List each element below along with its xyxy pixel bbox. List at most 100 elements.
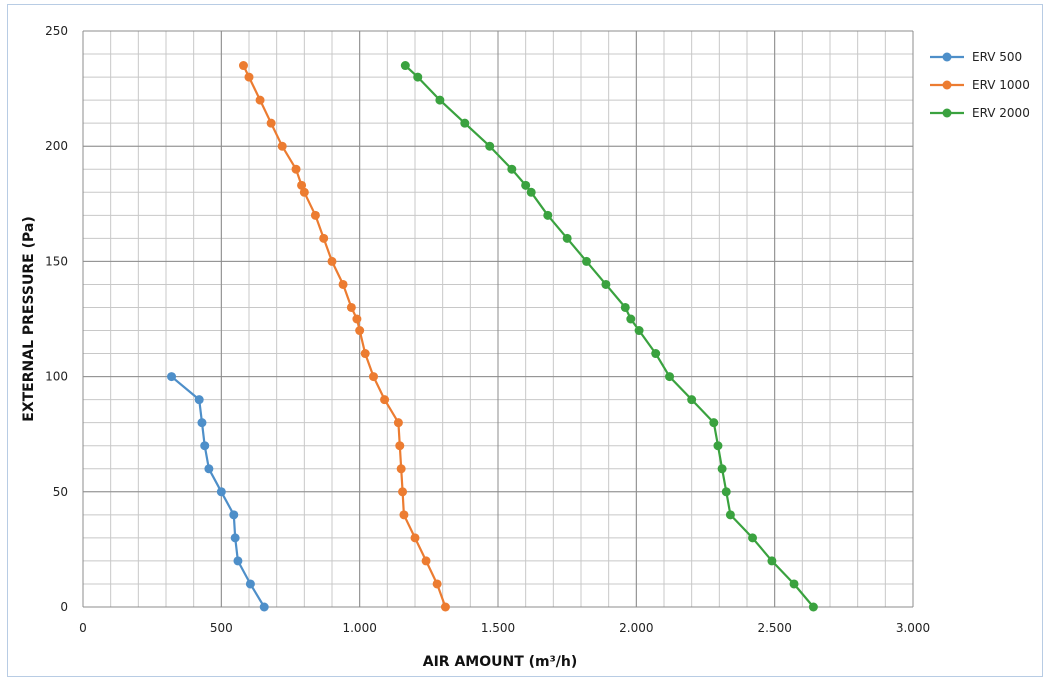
data-point-erv-2000 bbox=[526, 187, 536, 197]
data-point-erv-1000 bbox=[319, 233, 329, 243]
x-tick-label: 1.500 bbox=[481, 621, 515, 635]
data-point-erv-2000 bbox=[485, 141, 495, 151]
data-point-erv-500 bbox=[229, 510, 239, 520]
data-point-erv-2000 bbox=[435, 95, 445, 105]
y-tick-label: 0 bbox=[60, 600, 68, 614]
data-point-erv-1000 bbox=[396, 464, 406, 474]
x-tick-label: 1.000 bbox=[342, 621, 376, 635]
data-point-erv-1000 bbox=[297, 180, 307, 190]
data-point-erv-1000 bbox=[369, 372, 378, 382]
x-tick-label: 2.000 bbox=[619, 621, 653, 635]
data-point-erv-1000 bbox=[244, 72, 254, 82]
data-point-erv-2000 bbox=[717, 464, 727, 474]
data-point-erv-2000 bbox=[725, 510, 735, 520]
data-point-erv-1000 bbox=[291, 164, 301, 174]
data-point-erv-2000 bbox=[626, 314, 636, 324]
data-point-erv-2000 bbox=[400, 61, 410, 71]
data-point-erv-1000 bbox=[410, 533, 420, 543]
data-point-erv-1000 bbox=[395, 441, 405, 451]
data-point-erv-1000 bbox=[327, 256, 337, 266]
data-point-erv-1000 bbox=[360, 349, 370, 359]
data-point-erv-500 bbox=[245, 579, 255, 589]
data-point-erv-2000 bbox=[808, 602, 818, 612]
x-axis-title: AIR AMOUNT (m³/h) bbox=[423, 654, 577, 670]
legend-label: ERV 1000 bbox=[972, 78, 1030, 92]
series-layer bbox=[167, 61, 818, 612]
data-point-erv-1000 bbox=[380, 395, 390, 405]
data-point-erv-2000 bbox=[507, 164, 517, 174]
y-tick-label: 100 bbox=[45, 370, 68, 384]
data-point-erv-1000 bbox=[277, 141, 287, 151]
legend-label: ERV 500 bbox=[972, 50, 1022, 64]
legend-item-erv-500: ERV 500 bbox=[930, 50, 1022, 64]
data-point-erv-1000 bbox=[399, 510, 409, 520]
data-point-erv-1000 bbox=[346, 302, 356, 312]
y-tick-label: 250 bbox=[45, 24, 68, 38]
legend-swatch-marker bbox=[942, 108, 952, 118]
data-point-erv-2000 bbox=[601, 279, 611, 289]
legend-item-erv-1000: ERV 1000 bbox=[930, 78, 1030, 92]
y-tick-label: 150 bbox=[45, 254, 68, 268]
series-erv-1000 bbox=[238, 61, 450, 612]
data-point-erv-1000 bbox=[299, 187, 309, 197]
data-point-erv-2000 bbox=[665, 372, 675, 382]
data-point-erv-2000 bbox=[687, 395, 697, 405]
data-point-erv-1000 bbox=[421, 556, 431, 566]
data-point-erv-2000 bbox=[789, 579, 799, 589]
data-point-erv-1000 bbox=[440, 602, 450, 612]
data-point-erv-500 bbox=[204, 464, 214, 474]
legend-swatch-marker bbox=[942, 52, 952, 62]
data-point-erv-500 bbox=[194, 395, 204, 405]
data-point-erv-500 bbox=[167, 372, 177, 382]
data-point-erv-1000 bbox=[355, 326, 365, 336]
x-tick-label: 0 bbox=[79, 621, 87, 635]
data-point-erv-500 bbox=[230, 533, 240, 543]
legend-item-erv-2000: ERV 2000 bbox=[930, 106, 1030, 120]
x-tick-label: 500 bbox=[210, 621, 233, 635]
series-line-erv-2000 bbox=[404, 64, 815, 608]
data-point-erv-2000 bbox=[748, 533, 758, 543]
data-point-erv-2000 bbox=[543, 210, 553, 220]
data-point-erv-2000 bbox=[460, 118, 470, 128]
y-tick-label: 50 bbox=[53, 485, 68, 499]
data-point-erv-1000 bbox=[266, 118, 276, 128]
data-point-erv-2000 bbox=[521, 180, 531, 190]
data-point-erv-1000 bbox=[432, 579, 442, 589]
series-erv-500 bbox=[167, 372, 269, 612]
x-tick-label: 3.000 bbox=[896, 621, 930, 635]
data-point-erv-1000 bbox=[352, 314, 362, 324]
legend-swatch-marker bbox=[942, 80, 952, 90]
data-point-erv-2000 bbox=[709, 418, 719, 428]
data-point-erv-2000 bbox=[651, 349, 661, 359]
data-point-erv-2000 bbox=[634, 326, 644, 336]
y-tick-label: 200 bbox=[45, 139, 68, 153]
y-axis-title: EXTERNAL PRESSURE (Pa) bbox=[21, 216, 37, 421]
data-point-erv-500 bbox=[200, 441, 210, 451]
data-point-erv-1000 bbox=[393, 418, 403, 428]
data-point-erv-500 bbox=[197, 418, 207, 428]
data-point-erv-1000 bbox=[338, 279, 348, 289]
data-point-erv-500 bbox=[233, 556, 243, 566]
legend: ERV 500 ERV 1000 ERV 2000 bbox=[930, 50, 1030, 120]
chart-frame bbox=[7, 4, 1043, 677]
data-point-erv-1000 bbox=[398, 487, 408, 497]
data-point-erv-2000 bbox=[562, 233, 572, 243]
major-gridlines bbox=[82, 30, 914, 608]
y-axis-ticks: 0 50 100 150 200 250 bbox=[45, 24, 68, 614]
x-axis-ticks: 0 500 1.000 1.500 2.000 2.500 3.000 bbox=[79, 621, 930, 635]
data-point-erv-2000 bbox=[767, 556, 777, 566]
data-point-erv-500 bbox=[259, 602, 269, 612]
data-point-erv-2000 bbox=[620, 302, 630, 312]
data-point-erv-500 bbox=[216, 487, 226, 497]
series-erv-2000 bbox=[400, 61, 818, 612]
data-point-erv-1000 bbox=[238, 61, 248, 71]
x-tick-label: 2.500 bbox=[757, 621, 791, 635]
data-point-erv-1000 bbox=[255, 95, 265, 105]
data-point-erv-2000 bbox=[713, 441, 723, 451]
data-point-erv-1000 bbox=[310, 210, 320, 220]
data-point-erv-2000 bbox=[413, 72, 423, 82]
legend-label: ERV 2000 bbox=[972, 106, 1030, 120]
data-point-erv-2000 bbox=[721, 487, 731, 497]
data-point-erv-2000 bbox=[582, 256, 592, 266]
